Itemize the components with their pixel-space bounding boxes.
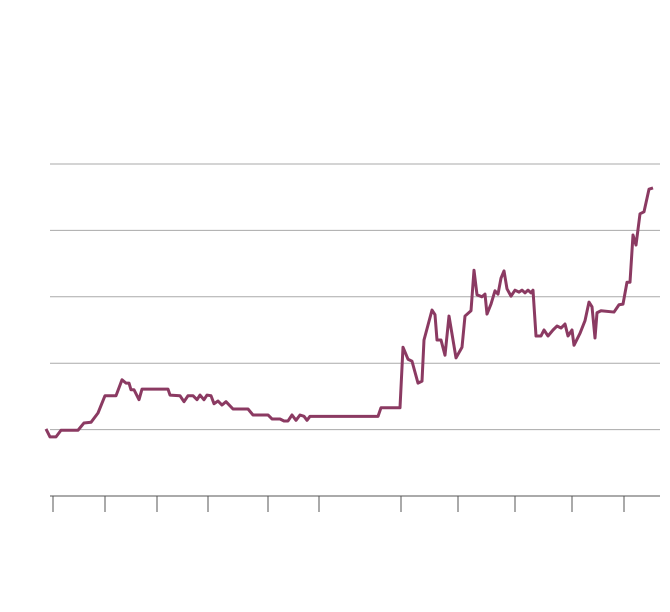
data-line [44,186,654,439]
